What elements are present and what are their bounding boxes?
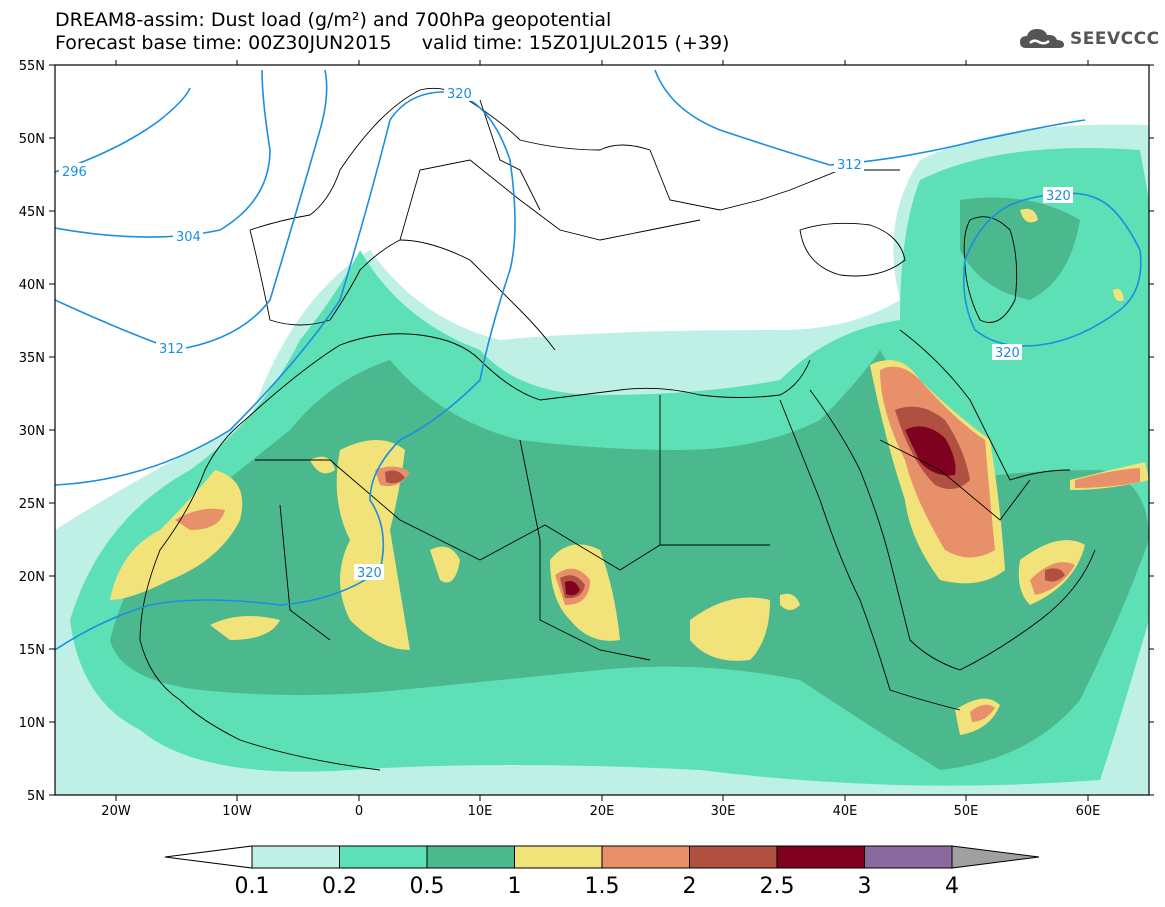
colorbar-level-label: 0.5: [410, 874, 445, 899]
colorbar-level-label: 4: [945, 874, 959, 899]
colorbar-low-arrow: [164, 845, 253, 869]
lat-tick-label: 55N: [19, 59, 45, 74]
lat-tick-label: 20N: [19, 570, 45, 585]
colorbar-bin: [251, 845, 340, 869]
dust-fields: [55, 65, 1149, 795]
colorbar: 0.1 0.2 0.5 1 1.5 2 2.5 3 4: [164, 845, 1040, 899]
lat-tick-label: 5N: [27, 789, 45, 804]
lon-tick-label: 40E: [833, 804, 858, 819]
lon-tick-label: 50E: [954, 804, 979, 819]
lat-tick-label: 35N: [19, 351, 45, 366]
lon-tick-label: 20E: [590, 804, 615, 819]
colorbar-level-label: 1: [508, 874, 522, 899]
contour-label-312-west: 312: [159, 342, 184, 357]
contour-label-304: 304: [176, 230, 201, 245]
colorbar-bin: [776, 845, 865, 869]
colorbar-bin: [601, 845, 690, 869]
colorbar-bin: [514, 845, 603, 869]
contour-label-312-east: 312: [837, 158, 862, 173]
contour-label-296: 296: [62, 165, 87, 180]
cloud-icon: [1020, 29, 1064, 48]
colorbar-bin: [689, 845, 778, 869]
geopotential-contours: [55, 69, 1142, 651]
lat-tick-label: 40N: [19, 278, 45, 293]
colorbar-high-arrow: [951, 845, 1040, 869]
colorbar-level-label: 2.5: [760, 874, 795, 899]
dust-level-2.5: [565, 426, 956, 596]
contour-label-320-iran: 320: [995, 346, 1020, 361]
lon-tick-label: 10E: [468, 804, 493, 819]
contour-label-320-caspian: 320: [1046, 189, 1071, 204]
colorbar-level-label: 2: [683, 874, 697, 899]
lat-tick-label: 45N: [19, 205, 45, 220]
colorbar-level-label: 1.5: [585, 874, 620, 899]
colorbar-level-label: 0.1: [235, 874, 270, 899]
lon-tick-label: 60E: [1076, 804, 1101, 819]
map-title: DREAM8-assim: Dust load (g/m²) and 700hP…: [55, 9, 612, 31]
map-subtitle: Forecast base time: 00Z30JUN2015 valid t…: [55, 32, 730, 54]
latitude-labels: 55N 50N 45N 40N 35N 30N 25N 20N 15N 10N …: [19, 59, 45, 804]
lat-tick-label: 10N: [19, 716, 45, 731]
seevccc-logo: SEEVCCC: [1018, 26, 1160, 52]
logo-text: SEEVCCC: [1070, 29, 1160, 49]
colorbar-bin: [426, 845, 515, 869]
colorbar-level-label: 0.2: [322, 874, 357, 899]
colorbar-level-label: 3: [858, 874, 872, 899]
colorbar-bin: [864, 845, 953, 869]
contour-label-320-sahara: 320: [357, 566, 382, 581]
lat-tick-label: 30N: [19, 424, 45, 439]
lat-tick-label: 15N: [19, 643, 45, 658]
contour-labels: 296 304 312 320 320 312 320 320: [59, 85, 1073, 581]
longitude-labels: 20W 10W 0 10E 20E 30E 40E 50E 60E: [101, 804, 1100, 819]
axis-ticks: [49, 60, 1154, 801]
colorbar-bin: [339, 845, 428, 869]
lat-tick-label: 50N: [19, 132, 45, 147]
lon-tick-label: 20W: [101, 804, 131, 819]
lon-tick-label: 30E: [711, 804, 736, 819]
lon-tick-label: 10W: [222, 804, 252, 819]
lon-tick-label: 0: [355, 804, 363, 819]
contour-label-320-north: 320: [447, 87, 472, 102]
lat-tick-label: 25N: [19, 497, 45, 512]
